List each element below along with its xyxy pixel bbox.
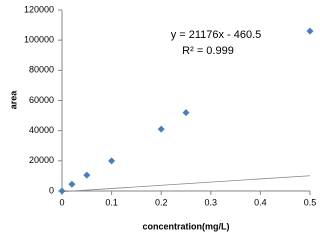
y-tick-label: 80000 (29, 65, 54, 75)
y-axis-label: area (8, 90, 18, 110)
y-tick-label: 40000 (29, 125, 54, 135)
point (68, 180, 76, 188)
x-tick-label: 0.2 (155, 197, 168, 207)
trendline-equation: y = 21176x - 460.5 (171, 29, 262, 41)
trendline (61, 175, 311, 193)
y-tick-label: 60000 (29, 95, 54, 105)
point (83, 171, 91, 179)
r-squared: R² = 0.999 (182, 45, 234, 57)
point (182, 109, 190, 117)
y-tick-label: 120000 (24, 4, 54, 14)
x-tick-label: 0.5 (304, 197, 317, 207)
point (58, 187, 66, 195)
y-tick-label: 100000 (24, 35, 54, 45)
x-tick-label: 0.4 (254, 197, 267, 207)
x-tick-label: 0 (59, 197, 64, 207)
point (306, 27, 314, 35)
y-tick-label: 0 (49, 185, 54, 195)
x-tick-label: 0.1 (105, 197, 118, 207)
point (157, 125, 165, 133)
x-axis-label: concentration(mg/L) (143, 221, 230, 231)
y-tick-label: 20000 (29, 155, 54, 165)
point (108, 157, 116, 165)
x-tick-label: 0.3 (205, 197, 218, 207)
